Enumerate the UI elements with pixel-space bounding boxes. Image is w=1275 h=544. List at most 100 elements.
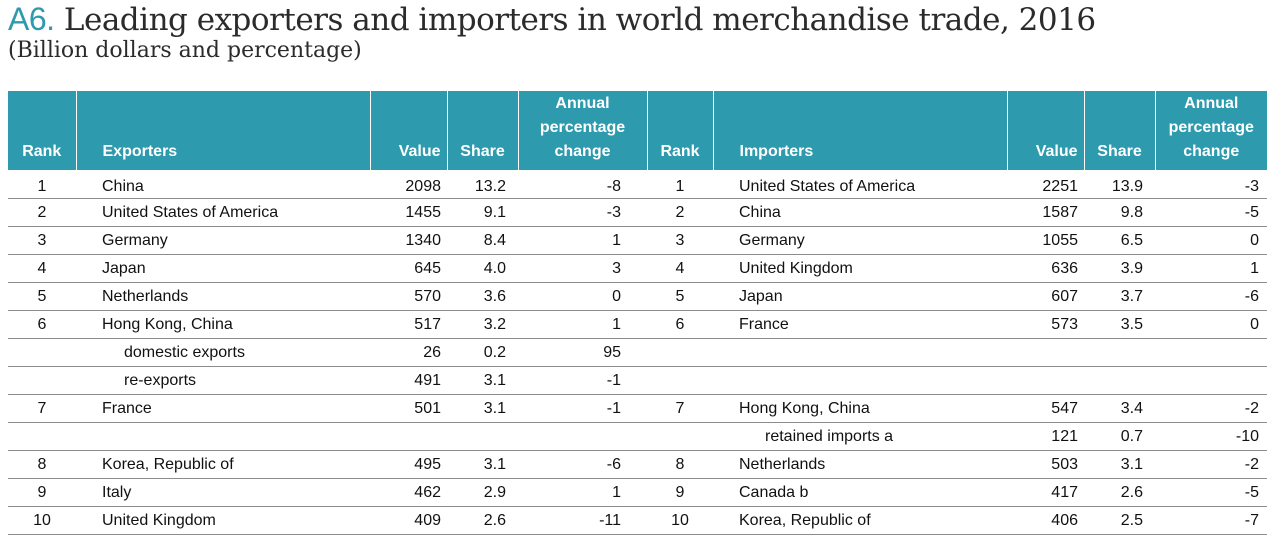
exporter-value: 409 <box>370 506 447 535</box>
importer-share: 3.9 <box>1084 254 1155 283</box>
importer-name: Japan <box>713 282 1007 311</box>
importer-share: 2.5 <box>1084 506 1155 535</box>
importer-rank: 4 <box>647 254 713 283</box>
exporter-name: United States of America <box>76 198 370 227</box>
importer-pct-change: 1 <box>1155 254 1267 283</box>
annual-line2: percentage <box>539 119 626 136</box>
importer-share: 6.5 <box>1084 226 1155 255</box>
importer-share <box>1084 338 1155 367</box>
importer-pct-change: -6 <box>1155 282 1267 311</box>
table-row: 8 Korea, Republic of 495 3.1 -6 8 Netherlands 5… <box>8 450 1267 479</box>
exporter-name: China <box>76 170 370 199</box>
importer-value <box>1007 366 1084 395</box>
exporter-name: Netherlands <box>76 282 370 311</box>
table-row: 3 Germany 1340 8.4 1 3 Germany 1055 6.5 0 <box>8 226 1267 255</box>
exporter-share: 2.9 <box>447 478 518 507</box>
importer-value: 1055 <box>1007 226 1084 255</box>
exporter-pct-change: 1 <box>518 226 647 255</box>
table-code: A6. <box>8 1 55 37</box>
exporter-value <box>370 422 447 451</box>
importer-rank: 9 <box>647 478 713 507</box>
exporter-name <box>76 422 370 451</box>
annual-line1: Annual <box>1184 95 1239 112</box>
exporter-name: Germany <box>76 226 370 255</box>
exporter-rank: 3 <box>8 226 76 255</box>
importer-pct-change: -3 <box>1155 170 1267 199</box>
exporter-share: 2.6 <box>447 506 518 535</box>
importer-rank: 10 <box>647 506 713 535</box>
exporter-value: 501 <box>370 394 447 423</box>
importer-value <box>1007 338 1084 367</box>
importer-share: 3.4 <box>1084 394 1155 423</box>
importer-share: 3.1 <box>1084 450 1155 479</box>
importer-share: 3.5 <box>1084 310 1155 339</box>
table-row: 7 France 501 3.1 -1 7 Hong Kong, China 547 3.4 -2 <box>8 394 1267 423</box>
exporter-share: 3.6 <box>447 282 518 311</box>
exporter-value: 2098 <box>370 170 447 199</box>
table-row: 9 Italy 462 2.9 1 9 Canada b 417 2.6 -5 <box>8 478 1267 507</box>
exporter-share: 3.1 <box>447 366 518 395</box>
exporter-rank: 5 <box>8 282 76 311</box>
table-row: domestic exports 26 0.2 95 <box>8 338 1267 367</box>
exporter-pct-change: 1 <box>518 478 647 507</box>
exporter-rank <box>8 422 76 451</box>
exporter-pct-change <box>518 422 647 451</box>
exporter-name: domestic exports <box>76 338 370 367</box>
exporter-pct-change: -6 <box>518 450 647 479</box>
table-row: re-exports 491 3.1 -1 <box>8 366 1267 395</box>
importer-value: 406 <box>1007 506 1084 535</box>
table-title: Leading exporters and importers in world… <box>63 2 1096 38</box>
col-exporters: Exporters <box>76 91 371 170</box>
importer-share: 13.9 <box>1084 170 1155 199</box>
exporter-value: 645 <box>370 254 447 283</box>
importer-name: Germany <box>713 226 1007 255</box>
importer-rank: 3 <box>647 226 713 255</box>
exporter-rank: 1 <box>8 170 76 199</box>
col-annual-change-exporters: Annual percentage change <box>518 91 648 170</box>
importer-rank: 6 <box>647 310 713 339</box>
importer-value: 121 <box>1007 422 1084 451</box>
annual-line3: change <box>554 143 611 160</box>
importer-value: 417 <box>1007 478 1084 507</box>
exporter-rank: 2 <box>8 198 76 227</box>
table-body: 1 China 2098 13.2 -8 1 United States of Americ… <box>8 170 1267 535</box>
importer-rank <box>647 422 713 451</box>
table-row: 10 United Kingdom 409 2.6 -11 10 Korea, Republ… <box>8 506 1267 535</box>
importer-pct-change: -5 <box>1155 478 1267 507</box>
importer-share: 3.7 <box>1084 282 1155 311</box>
importer-pct-change: -2 <box>1155 450 1267 479</box>
exporter-value: 491 <box>370 366 447 395</box>
exporter-share: 8.4 <box>447 226 518 255</box>
exporter-share: 9.1 <box>447 198 518 227</box>
exporter-rank: 9 <box>8 478 76 507</box>
exporter-share: 4.0 <box>447 254 518 283</box>
exporter-name: Italy <box>76 478 370 507</box>
importer-rank: 8 <box>647 450 713 479</box>
exporter-pct-change: 95 <box>518 338 647 367</box>
table-row: retained imports a 121 0.7 -10 <box>8 422 1267 451</box>
importer-rank: 5 <box>647 282 713 311</box>
exporter-pct-change: 3 <box>518 254 647 283</box>
exporter-value: 495 <box>370 450 447 479</box>
exporter-name: Japan <box>76 254 370 283</box>
col-annual-change-importers: Annual percentage change <box>1155 91 1267 170</box>
col-share-importers: Share <box>1084 91 1156 170</box>
importer-value: 573 <box>1007 310 1084 339</box>
exporter-share: 0.2 <box>447 338 518 367</box>
exporter-share: 3.2 <box>447 310 518 339</box>
importer-value: 503 <box>1007 450 1084 479</box>
exporter-rank: 6 <box>8 310 76 339</box>
annual-line3: change <box>1183 143 1240 160</box>
importer-name: United Kingdom <box>713 254 1007 283</box>
exporter-rank: 7 <box>8 394 76 423</box>
importer-name: France <box>713 310 1007 339</box>
importer-pct-change: -2 <box>1155 394 1267 423</box>
exporter-value: 570 <box>370 282 447 311</box>
exporter-pct-change: 1 <box>518 310 647 339</box>
exporter-rank <box>8 366 76 395</box>
exporter-value: 517 <box>370 310 447 339</box>
col-value-exporters: Value <box>370 91 448 170</box>
exporter-name: Korea, Republic of <box>76 450 370 479</box>
importer-share: 0.7 <box>1084 422 1155 451</box>
importer-pct-change <box>1155 366 1267 395</box>
